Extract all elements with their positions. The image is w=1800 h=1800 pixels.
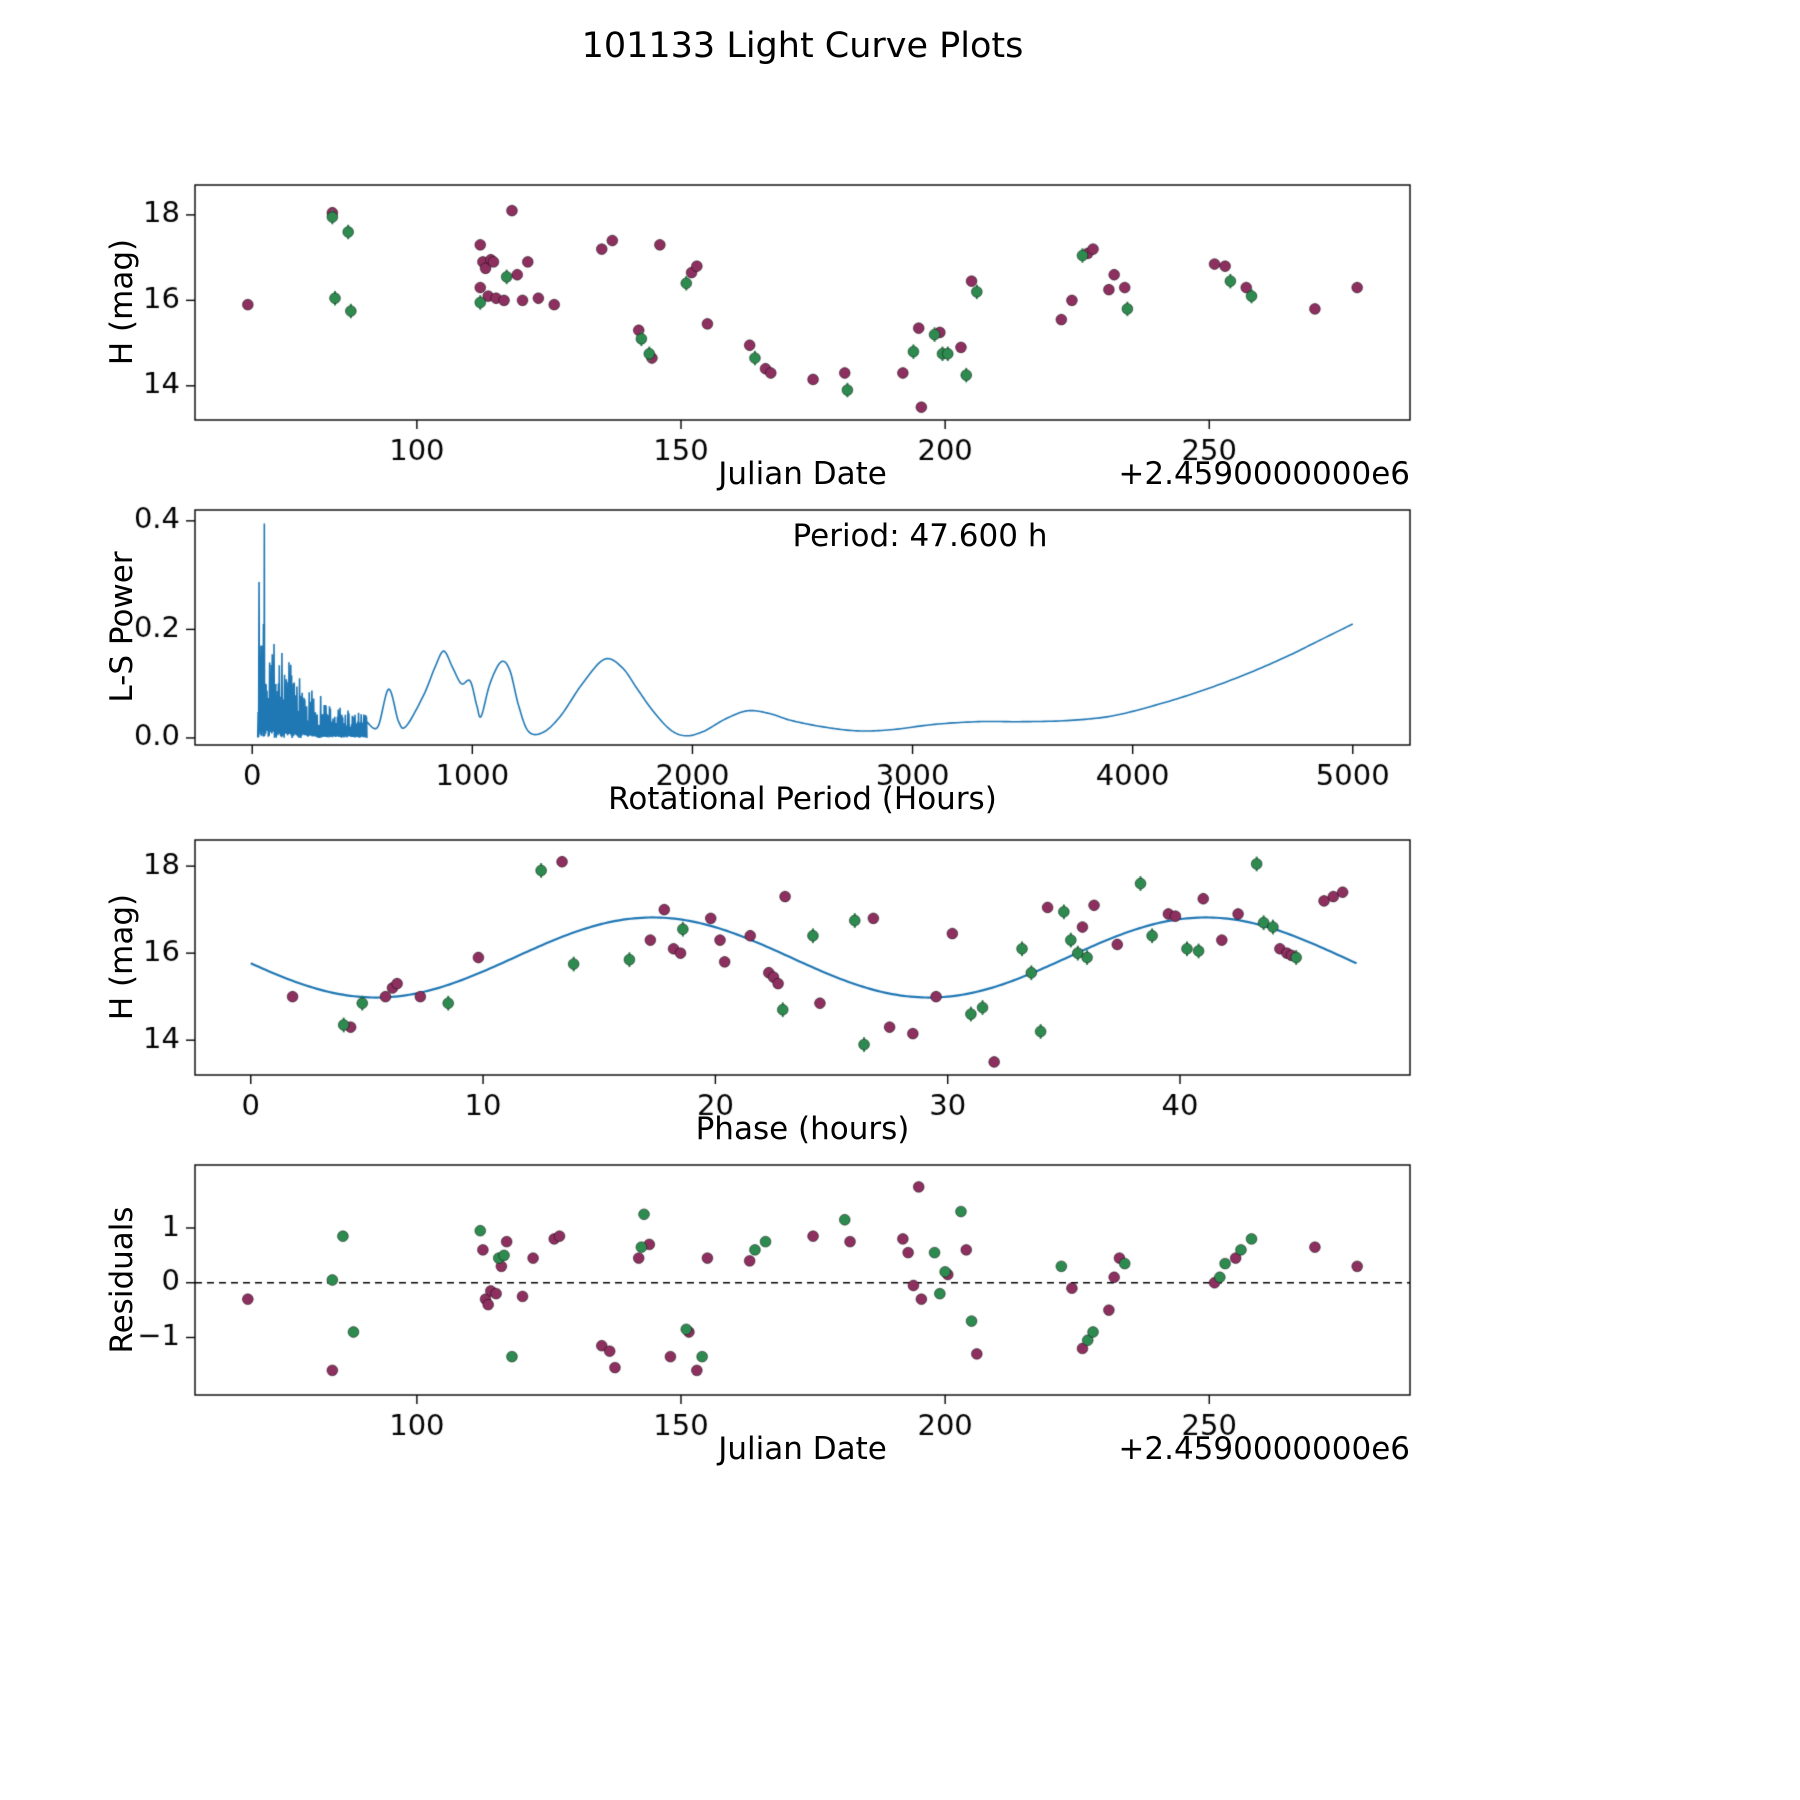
phase-plot-canvas (0, 820, 1500, 1130)
phase-plot-y-axis-label: H (mag) (104, 893, 140, 1021)
light-curve-y-axis-label: H (mag) (104, 238, 140, 366)
residuals-x-axis-label: Julian Date (718, 1431, 887, 1467)
best-period-annotation: Period: 47.600 h (792, 518, 1048, 554)
residuals-plot-canvas (0, 1145, 1500, 1450)
light-curve-plot-canvas (0, 165, 1500, 475)
residuals-y-axis-label: Residuals (104, 1206, 140, 1354)
light-curve-x-axis-label: Julian Date (718, 456, 887, 492)
periodogram-x-axis-label: Rotational Period (Hours) (608, 781, 997, 817)
periodogram-plot-canvas (0, 490, 1500, 800)
periodogram-y-axis-label: L-S Power (104, 551, 140, 703)
phase-plot-x-axis-label: Phase (hours) (695, 1111, 910, 1147)
residuals-x-offset-label: +2.4590000000e6 (1118, 1431, 1410, 1467)
light-curve-x-offset-label: +2.4590000000e6 (1118, 456, 1410, 492)
figure-title: 101133 Light Curve Plots (581, 26, 1024, 66)
